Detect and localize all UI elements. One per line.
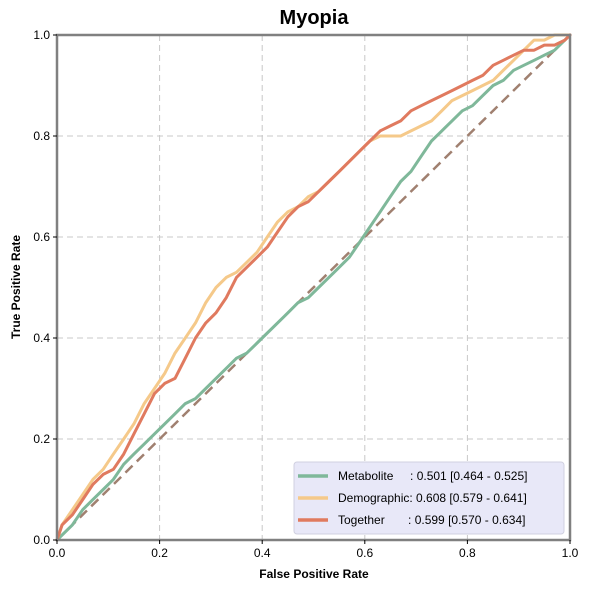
x-tick-label: 0.0 [49, 546, 66, 560]
legend-box [293, 461, 565, 535]
legend: Metabolite : 0.501 [0.464 - 0.525] Demogr… [293, 461, 565, 535]
x-tick-label: 1.0 [562, 546, 579, 560]
legend-entry-metabolite: Metabolite : 0.501 [0.464 - 0.525] [338, 469, 527, 483]
series-line-together [55, 33, 572, 542]
chance-diagonal-line [56, 34, 571, 541]
y-axis-ticks: 0.0 0.2 0.4 0.6 0.8 1.0 [33, 28, 57, 547]
chart-title: Myopia [280, 7, 350, 29]
series-line-demographic [55, 33, 572, 542]
y-tick-label: 1.0 [33, 28, 50, 42]
legend-entry-demographic: Demographic: 0.608 [0.579 - 0.641] [338, 491, 527, 505]
y-tick-label: 0.8 [33, 129, 50, 143]
y-tick-label: 0.4 [33, 331, 50, 345]
diagonal-layer [56, 34, 571, 541]
plot-frame [55, 33, 572, 542]
y-axis-label: True Positive Rate [9, 235, 23, 339]
x-axis-ticks: 0.0 0.2 0.4 0.6 0.8 1.0 [49, 540, 579, 560]
legend-entry-together: Together : 0.599 [0.570 - 0.634] [338, 513, 525, 527]
y-tick-label: 0.6 [33, 230, 50, 244]
series-line-metabolite [55, 33, 572, 542]
series-layer [55, 33, 572, 542]
x-tick-label: 0.6 [356, 546, 373, 560]
x-tick-label: 0.2 [151, 546, 168, 560]
grid [57, 35, 570, 540]
y-tick-label: 0.2 [33, 432, 50, 446]
x-tick-label: 0.4 [254, 546, 271, 560]
x-tick-label: 0.8 [459, 546, 476, 560]
x-axis-label: False Positive Rate [259, 567, 369, 581]
y-tick-label: 0.0 [33, 533, 50, 547]
